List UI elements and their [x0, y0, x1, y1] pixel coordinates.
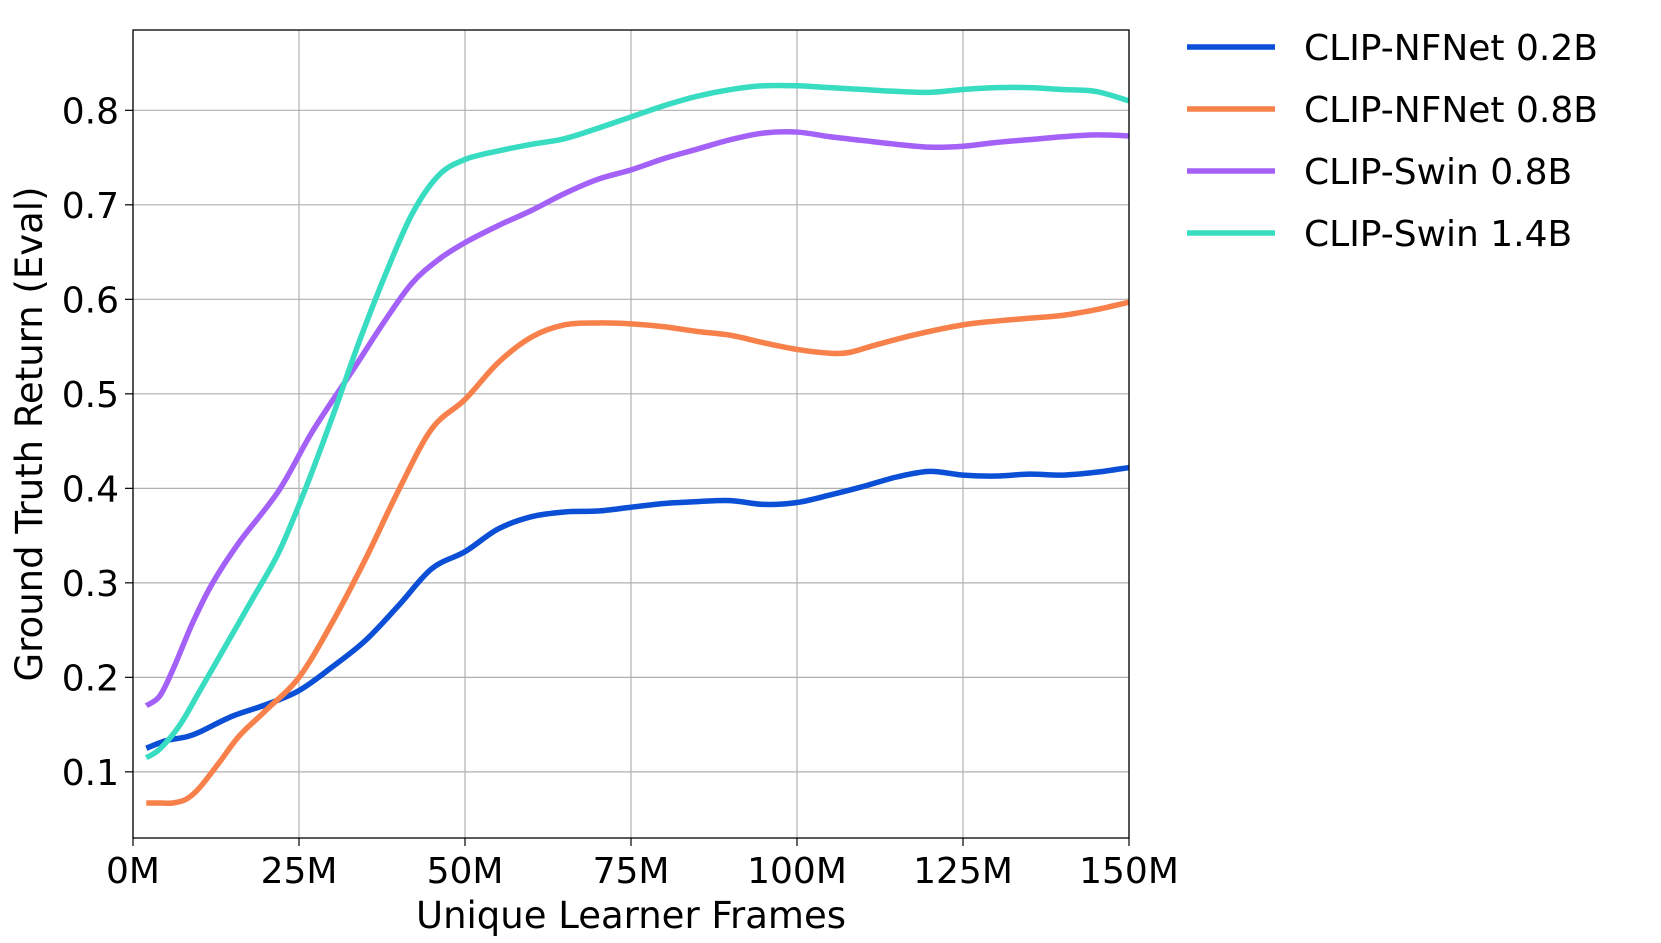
legend-label: CLIP-NFNet 0.8B	[1304, 90, 1598, 131]
x-tick-label: 75M	[593, 851, 670, 892]
series-line-clip-nfnet-0-8b	[146, 299, 1130, 807]
x-tick-label: 150M	[1079, 851, 1179, 892]
legend-label: CLIP-Swin 0.8B	[1304, 152, 1572, 193]
series-line-clip-swin-0-8b	[144, 129, 1130, 709]
x-tick-label: 25M	[261, 851, 338, 892]
series-lines	[144, 82, 1130, 807]
series-line-clip-swin-1-4b	[144, 82, 1130, 761]
y-tick-label: 0.7	[62, 186, 119, 227]
series-line-clip-nfnet-0-2b	[145, 464, 1130, 751]
x-tick-label: 100M	[747, 851, 847, 892]
y-tick-label: 0.6	[62, 280, 119, 321]
grid-lines	[132, 30, 1130, 838]
y-tick-label: 0.1	[62, 753, 119, 794]
x-axis-ticks: 0M 25M 50M 75M 100M 125M 150M	[106, 838, 1179, 892]
y-tick-label: 0.3	[62, 564, 119, 605]
legend: CLIP-NFNet 0.2B CLIP-NFNet 0.8B CLIP-Swin …	[1187, 28, 1598, 255]
y-tick-label: 0.8	[62, 91, 119, 132]
x-tick-label: 50M	[427, 851, 504, 892]
y-tick-label: 0.2	[62, 658, 119, 699]
x-tick-label: 0M	[106, 851, 160, 892]
y-axis-ticks: 0.1 0.2 0.3 0.4 0.5 0.6 0.7 0.8	[62, 91, 133, 794]
y-tick-label: 0.5	[62, 375, 119, 416]
x-tick-label: 125M	[913, 851, 1013, 892]
legend-label: CLIP-Swin 1.4B	[1304, 214, 1572, 255]
legend-label: CLIP-NFNet 0.2B	[1304, 28, 1598, 69]
y-tick-label: 0.4	[62, 469, 119, 510]
x-axis-label: Unique Learner Frames	[416, 894, 846, 937]
y-axis-label: Ground Truth Return (Eval)	[8, 186, 51, 681]
